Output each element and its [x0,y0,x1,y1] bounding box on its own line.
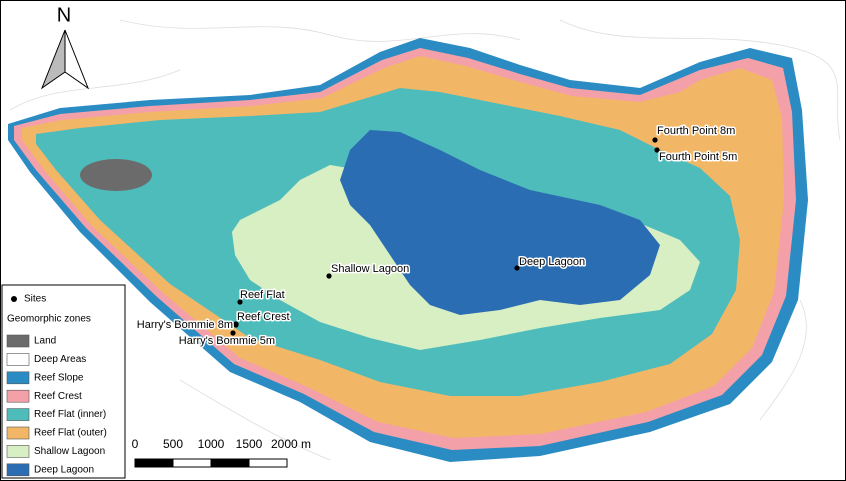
scale-label: 0 [132,437,139,451]
scale-segment [210,458,250,468]
contour [179,379,331,461]
site-marker [514,265,520,271]
contour [9,69,181,111]
site-label: Fourth Point 5m [659,151,737,163]
legend-sites-label: Sites [24,294,46,305]
north-arrow-right [64,29,90,90]
scale-label: 500 [163,437,183,451]
scale-segment [248,458,288,468]
legend-swatch [6,408,30,421]
north-label: N [57,4,71,26]
land-zone [80,159,152,191]
contour [559,19,841,141]
north-arrow: N [40,4,90,90]
site-label: Shallow Lagoon [331,263,409,275]
legend-label: Reef Flat (inner) [34,409,106,420]
legend-site-symbol [11,296,17,302]
site-label: Reef Crest [237,311,290,323]
scale-bar: 0 500 1000 1500 2000 m [132,437,311,468]
scale-label: 2000 m [271,437,311,451]
site-marker [237,299,243,305]
legend-swatch [6,426,30,440]
contour [119,19,521,42]
legend-swatch [6,334,30,348]
legend-swatch [6,389,30,403]
site-label: Reef Flat [240,289,285,301]
legend-title: Geomorphic zones [7,314,91,325]
legend-label: Deep Areas [34,354,86,365]
site-marker [326,273,332,279]
legend-label: Deep Lagoon [34,464,94,475]
legend-swatch [6,463,30,477]
site-label: Harry's Bommie 5m [179,335,275,347]
scale-label: 1000 [198,437,225,451]
contour [759,299,807,421]
scale-segment [134,458,174,468]
site-marker [233,322,239,328]
sites: Fourth Point 8m Fourth Point 5m Deep Lagoo… [135,123,739,348]
reef-zones [8,38,808,462]
legend-label: Reef Flat (outer) [34,428,107,439]
legend-swatch [6,371,30,385]
site-marker [654,147,660,153]
site-label: Fourth Point 8m [657,125,735,137]
legend: Sites Geomorphic zones Land Deep Areas Ree… [1,284,126,479]
legend-swatch [6,353,30,366]
scale-segment [172,458,212,468]
legend-label: Reef Slope [34,372,84,383]
site-marker [230,330,236,336]
site-label: Deep Lagoon [519,256,585,268]
legend-label: Land [34,336,56,347]
background-contours [9,19,841,461]
scale-label: 1500 [236,437,263,451]
site-label: Harry's Bommie 8m [137,319,233,331]
site-marker [652,137,658,143]
legend-swatch [6,445,30,458]
legend-label: Reef Crest [34,391,82,402]
legend-label: Shallow Lagoon [34,446,105,457]
deep-lagoon-zone [340,130,660,315]
